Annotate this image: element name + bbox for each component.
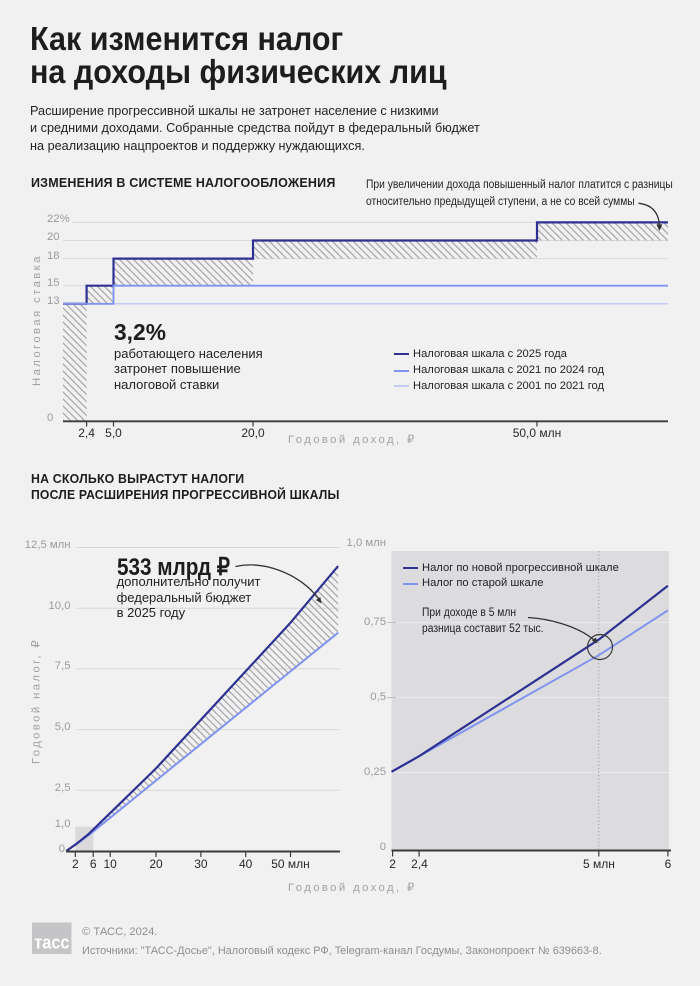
- svg-text:тасс: тасс: [34, 933, 69, 953]
